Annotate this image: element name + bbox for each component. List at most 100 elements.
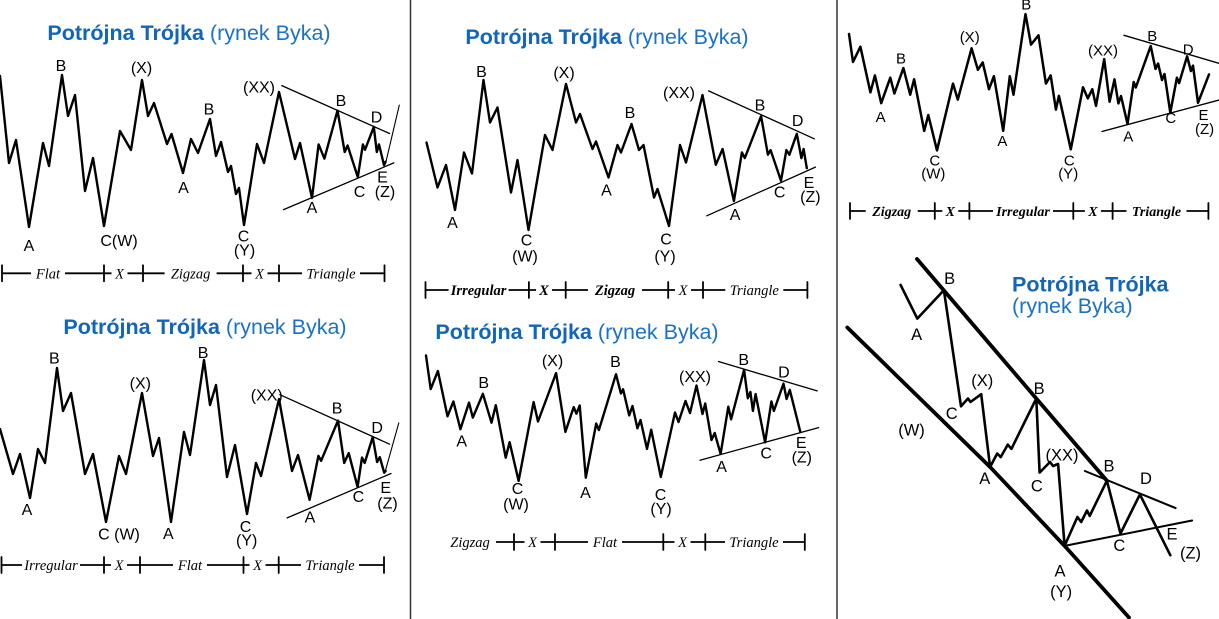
- svg-text:A: A: [997, 133, 1007, 150]
- svg-text:Potrójna Trójka (rynek Byka): Potrójna Trójka (rynek Byka): [63, 315, 346, 339]
- svg-text:C: C: [946, 405, 958, 423]
- svg-text:A: A: [22, 502, 33, 519]
- svg-text:Irregular: Irregular: [995, 205, 1050, 220]
- svg-text:E: E: [804, 175, 815, 192]
- svg-text:X: X: [254, 266, 265, 282]
- svg-text:Triangle: Triangle: [306, 266, 356, 282]
- svg-text:Triangle: Triangle: [1132, 205, 1181, 220]
- svg-text:X: X: [252, 558, 263, 574]
- svg-text:B: B: [204, 102, 215, 119]
- svg-text:(Y): (Y): [1050, 583, 1072, 601]
- svg-text:(Z): (Z): [800, 189, 820, 206]
- svg-text:(X): (X): [553, 65, 574, 82]
- svg-text:B: B: [336, 93, 347, 110]
- svg-text:A: A: [730, 207, 741, 224]
- svg-text:(X): (X): [130, 376, 151, 393]
- svg-text:(Z): (Z): [375, 184, 395, 201]
- svg-text:X: X: [945, 205, 956, 220]
- svg-text:(XX): (XX): [1088, 42, 1118, 59]
- svg-text:B: B: [476, 64, 487, 81]
- svg-text:D: D: [1183, 41, 1194, 58]
- svg-text:(Z): (Z): [1195, 121, 1214, 138]
- svg-text:Flat: Flat: [35, 266, 61, 282]
- svg-text:(Y): (Y): [236, 533, 257, 550]
- svg-text:(Z): (Z): [1180, 545, 1201, 563]
- svg-text:Flat: Flat: [177, 558, 203, 574]
- svg-text:E: E: [796, 435, 807, 452]
- svg-text:C: C: [660, 232, 672, 249]
- svg-text:Zigzag: Zigzag: [171, 266, 211, 282]
- svg-text:Potrójna Trójka (rynek Byka): Potrójna Trójka (rynek Byka): [47, 21, 330, 45]
- svg-text:Potrójna Trójka: Potrójna Trójka: [1012, 273, 1170, 297]
- svg-text:Triangle: Triangle: [305, 558, 355, 574]
- svg-text:Potrójna Trójka (rynek Byka): Potrójna Trójka (rynek Byka): [435, 320, 718, 344]
- svg-text:Irregular: Irregular: [23, 558, 78, 574]
- svg-text:Triangle: Triangle: [729, 535, 779, 551]
- svg-text:A: A: [178, 180, 189, 197]
- svg-text:C (W): C (W): [98, 527, 140, 544]
- svg-text:C: C: [655, 487, 667, 504]
- svg-text:(Z): (Z): [792, 450, 812, 467]
- svg-text:C: C: [354, 184, 366, 201]
- svg-text:C: C: [1031, 478, 1043, 496]
- svg-text:(W): (W): [512, 249, 538, 266]
- svg-text:X: X: [538, 283, 549, 299]
- svg-text:X: X: [527, 535, 538, 551]
- svg-text:B: B: [944, 270, 955, 288]
- svg-text:D: D: [371, 420, 383, 437]
- svg-text:(rynek Byka): (rynek Byka): [1012, 294, 1133, 318]
- svg-text:C: C: [1165, 110, 1176, 127]
- svg-text:A: A: [716, 459, 727, 476]
- svg-text:B: B: [1034, 380, 1045, 398]
- svg-text:B: B: [478, 375, 489, 392]
- svg-text:A: A: [305, 510, 316, 527]
- svg-text:(X): (X): [971, 372, 993, 390]
- svg-text:C: C: [1113, 537, 1125, 555]
- svg-text:Flat: Flat: [592, 535, 618, 551]
- svg-text:(Y): (Y): [654, 249, 675, 266]
- svg-text:B: B: [198, 345, 209, 362]
- svg-text:E: E: [1198, 107, 1208, 124]
- svg-text:C: C: [238, 229, 250, 246]
- svg-text:Irregular: Irregular: [450, 283, 507, 299]
- svg-text:C: C: [760, 445, 772, 462]
- svg-text:C: C: [512, 481, 524, 498]
- svg-text:B: B: [1103, 458, 1114, 476]
- svg-text:A: A: [601, 183, 612, 200]
- svg-text:Potrójna Trójka (rynek Byka): Potrójna Trójka (rynek Byka): [465, 25, 748, 49]
- svg-text:(XX): (XX): [663, 85, 695, 102]
- svg-text:(W): (W): [921, 166, 945, 183]
- svg-text:D: D: [371, 110, 383, 127]
- svg-text:D: D: [1140, 470, 1152, 488]
- svg-text:(XX): (XX): [251, 388, 283, 405]
- svg-text:Zigzag: Zigzag: [450, 535, 490, 551]
- svg-text:(XX): (XX): [679, 369, 711, 386]
- svg-text:A: A: [1054, 563, 1065, 581]
- svg-text:E: E: [377, 170, 388, 187]
- svg-text:C: C: [774, 185, 786, 202]
- svg-text:A: A: [24, 238, 35, 255]
- svg-text:B: B: [755, 97, 766, 114]
- svg-text:B: B: [332, 400, 343, 417]
- svg-text:B: B: [1147, 28, 1157, 45]
- svg-text:C: C: [521, 233, 533, 250]
- svg-text:C(W): C(W): [100, 233, 137, 250]
- svg-text:C: C: [929, 153, 940, 170]
- svg-text:B: B: [610, 354, 621, 371]
- svg-text:(X): (X): [131, 60, 152, 77]
- svg-text:X: X: [678, 283, 689, 299]
- svg-text:(W): (W): [503, 497, 529, 514]
- svg-text:Triangle: Triangle: [730, 283, 780, 299]
- svg-text:B: B: [1021, 0, 1031, 14]
- svg-text:B: B: [625, 105, 636, 122]
- svg-text:B: B: [896, 51, 906, 68]
- svg-text:(XX): (XX): [243, 80, 275, 97]
- svg-text:(Y): (Y): [1058, 166, 1078, 183]
- svg-text:D: D: [778, 365, 790, 382]
- svg-text:Zigzag: Zigzag: [594, 283, 635, 299]
- svg-text:C: C: [1064, 153, 1075, 170]
- svg-text:(Z): (Z): [377, 496, 397, 513]
- svg-text:A: A: [456, 433, 467, 450]
- svg-text:(Y): (Y): [234, 243, 255, 260]
- svg-text:Zigzag: Zigzag: [871, 205, 911, 220]
